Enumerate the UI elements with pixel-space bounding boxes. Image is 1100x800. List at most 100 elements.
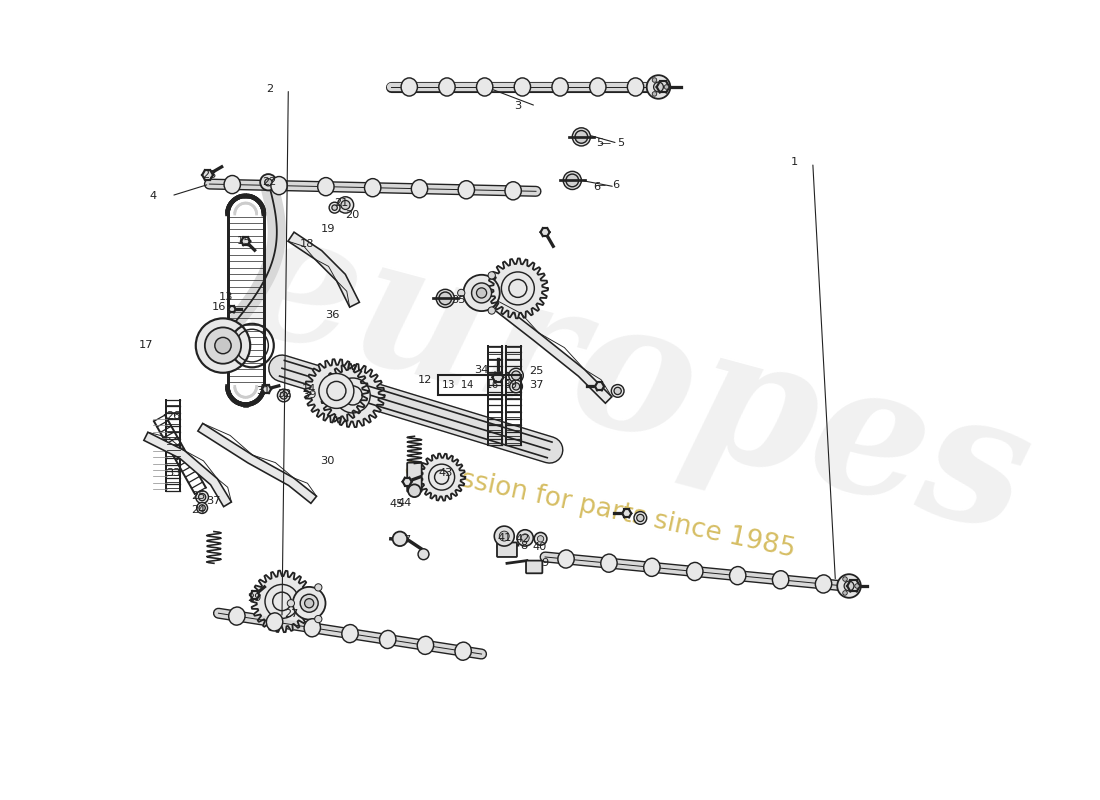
Circle shape <box>637 514 644 522</box>
Ellipse shape <box>686 562 703 581</box>
Circle shape <box>305 598 314 608</box>
Circle shape <box>327 382 345 401</box>
Ellipse shape <box>729 566 746 585</box>
Polygon shape <box>241 238 250 245</box>
Circle shape <box>652 78 657 82</box>
Text: 25: 25 <box>191 491 206 501</box>
Circle shape <box>512 371 520 380</box>
FancyBboxPatch shape <box>407 462 421 492</box>
Polygon shape <box>418 454 465 501</box>
Circle shape <box>458 290 465 297</box>
Ellipse shape <box>590 78 606 96</box>
Text: 18: 18 <box>300 239 315 249</box>
Circle shape <box>494 526 514 546</box>
Text: —  5: — 5 <box>600 138 625 148</box>
Text: 7: 7 <box>403 534 410 545</box>
Polygon shape <box>847 581 860 591</box>
Circle shape <box>439 292 452 305</box>
Circle shape <box>196 490 209 503</box>
Text: a passion for parts since 1985: a passion for parts since 1985 <box>402 454 798 563</box>
Circle shape <box>509 380 522 393</box>
Text: 45: 45 <box>389 499 404 510</box>
Circle shape <box>463 274 499 311</box>
Circle shape <box>653 82 663 92</box>
Polygon shape <box>540 228 550 236</box>
Text: 41: 41 <box>497 533 512 543</box>
Text: 27: 27 <box>284 609 298 619</box>
Text: 33: 33 <box>166 467 180 478</box>
Text: 14: 14 <box>302 384 317 394</box>
Text: 22: 22 <box>262 178 276 187</box>
Text: 20: 20 <box>345 210 360 220</box>
Ellipse shape <box>505 182 521 200</box>
Text: 21: 21 <box>333 198 348 208</box>
Text: 43: 43 <box>438 467 452 478</box>
Polygon shape <box>198 423 317 503</box>
Text: 26: 26 <box>166 411 180 422</box>
Circle shape <box>343 386 362 405</box>
Text: 6: 6 <box>593 182 601 192</box>
Text: 40: 40 <box>532 542 547 552</box>
Text: 34: 34 <box>474 365 488 375</box>
Polygon shape <box>262 385 271 393</box>
Circle shape <box>575 130 587 143</box>
Circle shape <box>844 581 854 591</box>
Polygon shape <box>202 170 213 180</box>
Circle shape <box>521 534 529 542</box>
Text: 13 14  16 39: 13 14 16 39 <box>442 379 517 390</box>
Ellipse shape <box>271 177 287 194</box>
Text: 4: 4 <box>150 191 156 201</box>
Polygon shape <box>657 82 670 93</box>
Ellipse shape <box>342 625 359 642</box>
Ellipse shape <box>318 178 334 196</box>
Circle shape <box>341 200 350 210</box>
Circle shape <box>538 536 543 542</box>
Text: 23: 23 <box>202 170 217 180</box>
Circle shape <box>338 197 353 213</box>
Circle shape <box>300 594 318 612</box>
Circle shape <box>408 484 421 497</box>
Circle shape <box>196 318 250 373</box>
Circle shape <box>517 530 534 546</box>
Circle shape <box>293 587 326 619</box>
Polygon shape <box>229 306 235 313</box>
Ellipse shape <box>455 642 471 660</box>
Circle shape <box>198 494 206 501</box>
Text: 36: 36 <box>326 310 340 320</box>
Circle shape <box>843 577 847 582</box>
Ellipse shape <box>439 78 455 96</box>
Circle shape <box>261 174 276 190</box>
Ellipse shape <box>772 570 789 589</box>
Circle shape <box>280 392 287 399</box>
Circle shape <box>837 574 861 598</box>
Polygon shape <box>493 301 612 403</box>
Polygon shape <box>403 478 411 486</box>
Ellipse shape <box>224 175 241 194</box>
Ellipse shape <box>558 550 574 568</box>
Ellipse shape <box>364 178 381 197</box>
Circle shape <box>664 85 669 90</box>
Text: 29: 29 <box>248 593 262 602</box>
Circle shape <box>502 272 535 305</box>
Polygon shape <box>488 258 548 318</box>
Circle shape <box>429 464 454 490</box>
Circle shape <box>535 533 547 545</box>
Text: 39: 39 <box>301 390 317 399</box>
Text: 35: 35 <box>451 295 465 305</box>
Ellipse shape <box>417 636 433 654</box>
Text: europes: europes <box>224 193 1047 571</box>
Polygon shape <box>493 373 504 382</box>
Ellipse shape <box>402 78 417 96</box>
Circle shape <box>329 202 340 213</box>
Circle shape <box>509 279 527 298</box>
Circle shape <box>563 171 582 190</box>
Ellipse shape <box>379 630 396 649</box>
Ellipse shape <box>304 618 320 637</box>
Text: 19: 19 <box>321 225 336 234</box>
Text: 5: 5 <box>596 138 603 148</box>
Polygon shape <box>321 364 385 427</box>
Circle shape <box>273 592 292 610</box>
Circle shape <box>488 272 495 279</box>
Text: 25: 25 <box>529 366 543 376</box>
Circle shape <box>843 590 847 595</box>
